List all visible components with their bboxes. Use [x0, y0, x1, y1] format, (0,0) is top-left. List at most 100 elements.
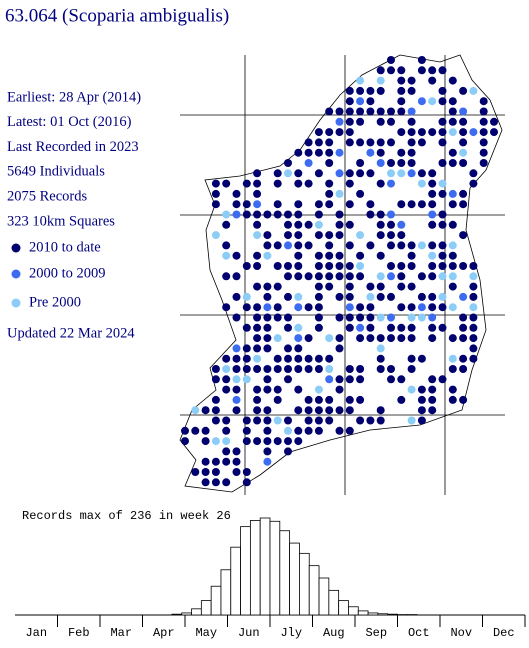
- record-dot: [335, 406, 344, 415]
- record-dot: [490, 128, 498, 137]
- record-dot: [232, 344, 241, 353]
- bar: [289, 542, 300, 616]
- record-dot: [438, 262, 447, 270]
- record-dot: [314, 231, 323, 240]
- record-dot: [376, 292, 385, 301]
- record-dot: [459, 262, 468, 270]
- record-dot: [356, 138, 365, 147]
- bar: [249, 520, 261, 616]
- record-dot: [325, 179, 334, 188]
- record-dot: [242, 262, 251, 270]
- record-dot: [448, 385, 457, 394]
- record-dot: [479, 138, 488, 147]
- record-dot: [428, 375, 437, 384]
- record-dot: [314, 395, 323, 404]
- record-dot: [376, 159, 385, 167]
- record-dot: [253, 313, 262, 322]
- month-label: Dec: [493, 626, 515, 640]
- record-dot: [263, 426, 272, 435]
- stat-line: Earliest: 28 Apr (2014): [7, 89, 141, 105]
- record-dot: [397, 169, 406, 178]
- record-dot: [459, 107, 468, 116]
- record-dot: [469, 179, 478, 188]
- record-dot: [387, 375, 395, 384]
- bar: [210, 585, 222, 616]
- record-dot: [397, 334, 406, 343]
- record-dot: [335, 128, 344, 137]
- record-dot: [232, 354, 241, 363]
- record-dot: [438, 241, 447, 250]
- record-dot: [417, 292, 426, 301]
- record-dot: [222, 375, 231, 384]
- record-dot: [222, 416, 231, 425]
- record-dot: [448, 148, 457, 157]
- record-dot: [273, 395, 282, 404]
- record-dot: [284, 169, 292, 178]
- record-dot: [314, 385, 323, 394]
- bar: [308, 565, 320, 616]
- bar: [348, 606, 359, 616]
- record-dot: [448, 128, 457, 137]
- record-dot: [438, 272, 447, 281]
- record-dot: [397, 107, 406, 116]
- record-dot: [222, 447, 231, 456]
- record-dot: [294, 323, 303, 332]
- record-dot: [314, 251, 323, 260]
- record-dot: [407, 303, 416, 312]
- record-dot: [407, 117, 416, 126]
- record-dot: [428, 169, 437, 178]
- record-dot: [448, 262, 457, 270]
- record-dot: [448, 282, 457, 291]
- record-dot: [273, 437, 282, 446]
- record-dot: [387, 169, 395, 178]
- record-dot: [376, 282, 385, 291]
- month-label: Jly: [280, 626, 302, 640]
- record-dot: [407, 169, 416, 178]
- record-dot: [459, 395, 468, 404]
- record-dot: [314, 416, 323, 425]
- record-dot: [284, 159, 292, 167]
- record-dot: [417, 200, 426, 209]
- record-dot: [356, 231, 365, 240]
- record-dot: [273, 334, 282, 343]
- stat-line: 323 10km Squares: [7, 213, 115, 229]
- record-dot: [407, 354, 416, 363]
- record-dot: [273, 210, 282, 219]
- record-dot: [376, 416, 385, 425]
- record-dot: [407, 365, 416, 373]
- record-dot: [428, 179, 437, 188]
- record-dot: [459, 231, 468, 240]
- record-dot: [345, 426, 354, 435]
- record-dot: [263, 231, 272, 240]
- record-dot: [428, 66, 437, 75]
- legend-label: 2010 to date: [29, 239, 101, 255]
- record-dot: [356, 303, 365, 312]
- record-dot: [417, 138, 426, 147]
- record-dot: [263, 375, 272, 384]
- record-dot: [459, 334, 468, 343]
- record-dot: [314, 292, 323, 301]
- record-dot: [284, 220, 292, 229]
- record-dot: [253, 323, 262, 332]
- record-dot: [242, 292, 251, 301]
- record-dot: [407, 241, 416, 250]
- record-dot: [253, 179, 262, 188]
- record-dot: [345, 313, 354, 322]
- record-dot: [242, 416, 251, 425]
- stat-line: Latest: 01 Oct (2016): [7, 114, 132, 130]
- record-dot: [469, 272, 478, 281]
- record-dot: [211, 189, 220, 198]
- record-dot: [438, 375, 447, 384]
- bar: [377, 613, 389, 616]
- bar: [357, 610, 369, 616]
- record-dot: [232, 313, 241, 322]
- month-label: Apr: [153, 626, 175, 640]
- bar: [318, 577, 330, 616]
- bar: [338, 600, 349, 616]
- bar: [240, 526, 251, 616]
- record-dot: [335, 385, 344, 394]
- record-dot: [345, 128, 354, 137]
- record-dot: [304, 303, 313, 312]
- record-dot: [284, 262, 292, 270]
- record-dot: [448, 395, 457, 404]
